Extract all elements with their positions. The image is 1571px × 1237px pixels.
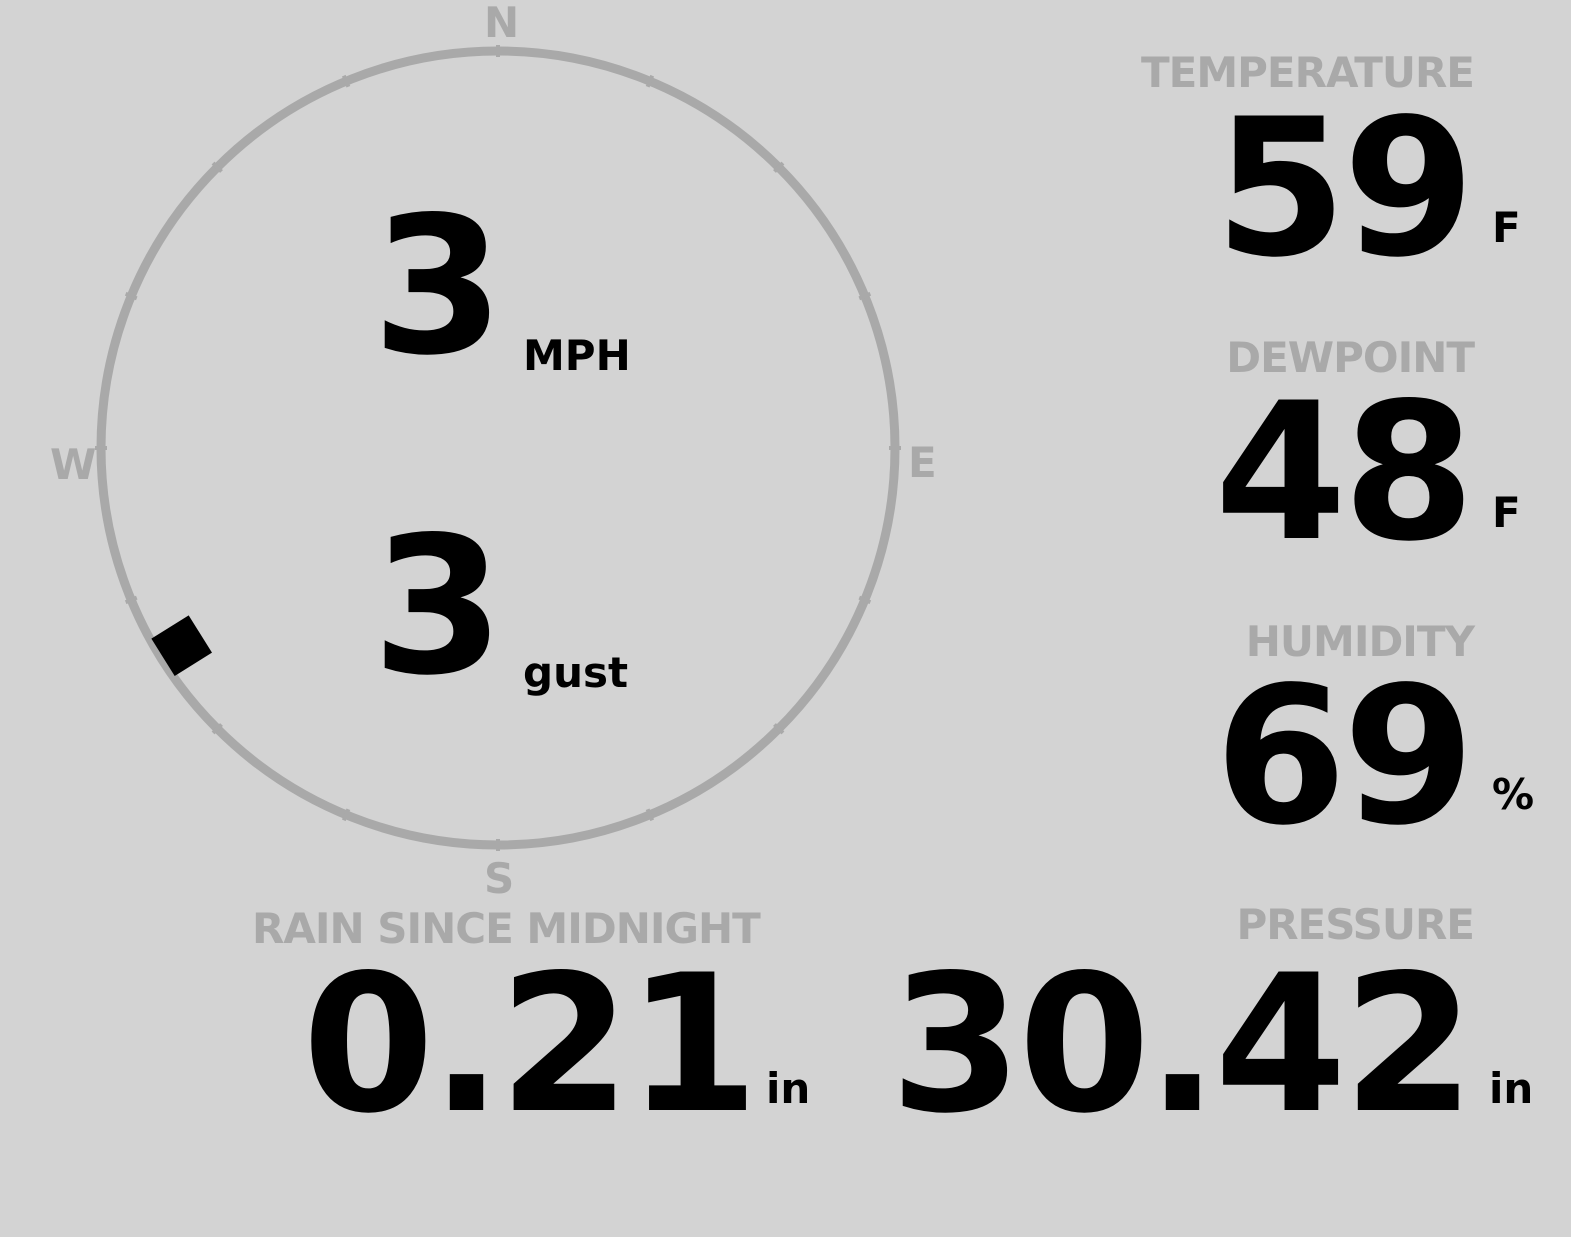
- dewpoint-unit: F: [1492, 488, 1521, 537]
- rain-value: 0.21: [302, 934, 759, 1155]
- compass-south-label: S: [484, 854, 515, 903]
- compass-tick: [645, 808, 655, 822]
- pressure-value: 30.42: [890, 934, 1475, 1155]
- compass-east-label: E: [908, 438, 937, 487]
- compass-north-label: N: [484, 0, 520, 47]
- compass-tick: [341, 74, 351, 88]
- rain-unit: in: [766, 1064, 811, 1113]
- wind-speed-unit: MPH: [523, 331, 631, 380]
- wind-speed-value: 3: [372, 176, 504, 397]
- compass-west-label: W: [50, 440, 97, 489]
- compass-tick: [211, 723, 223, 735]
- humidity-unit: %: [1492, 770, 1535, 819]
- compass-tick: [645, 74, 655, 88]
- temperature-value: 59: [1214, 78, 1475, 299]
- wind-direction-marker: [151, 615, 212, 676]
- compass-tick: [124, 595, 138, 605]
- temperature-unit: F: [1492, 203, 1521, 252]
- compass-tick: [773, 723, 785, 735]
- wind-gust-unit: gust: [523, 648, 629, 697]
- compass-tick: [124, 291, 138, 301]
- pressure-unit: in: [1489, 1064, 1534, 1113]
- humidity-value: 69: [1214, 646, 1475, 867]
- humidity-label: HUMIDITY: [1245, 617, 1475, 666]
- dewpoint-value: 48: [1214, 362, 1475, 583]
- compass-tick: [211, 161, 223, 173]
- dewpoint-label: DEWPOINT: [1226, 333, 1475, 382]
- compass-tick: [341, 808, 351, 822]
- rain-label: RAIN SINCE MIDNIGHT: [252, 904, 761, 953]
- compass-tick: [773, 161, 785, 173]
- compass-ticks: [95, 45, 901, 851]
- temperature-label: TEMPERATURE: [1141, 48, 1475, 97]
- wind-gust-value: 3: [372, 496, 504, 717]
- pressure-label: PRESSURE: [1236, 900, 1475, 949]
- compass-tick: [858, 291, 872, 301]
- compass-tick: [858, 595, 872, 605]
